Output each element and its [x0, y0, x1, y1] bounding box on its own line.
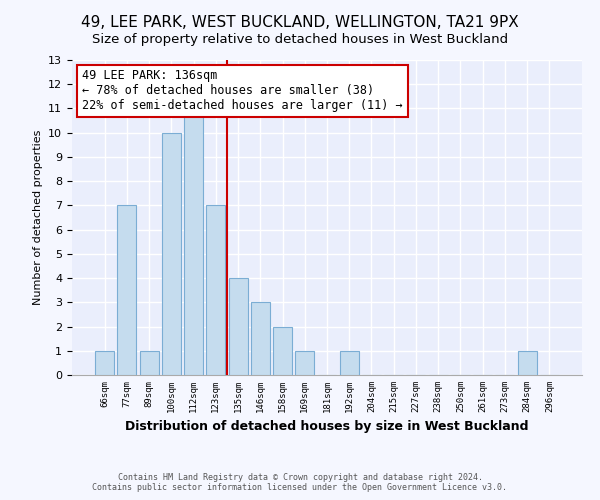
Text: Contains HM Land Registry data © Crown copyright and database right 2024.
Contai: Contains HM Land Registry data © Crown c…: [92, 473, 508, 492]
Y-axis label: Number of detached properties: Number of detached properties: [32, 130, 43, 305]
Bar: [295, 351, 314, 375]
Bar: [251, 302, 270, 375]
Bar: [95, 351, 114, 375]
Bar: [162, 132, 181, 375]
Bar: [229, 278, 248, 375]
Bar: [518, 351, 536, 375]
Text: 49, LEE PARK, WEST BUCKLAND, WELLINGTON, TA21 9PX: 49, LEE PARK, WEST BUCKLAND, WELLINGTON,…: [81, 15, 519, 30]
Bar: [118, 206, 136, 375]
Bar: [140, 351, 158, 375]
X-axis label: Distribution of detached houses by size in West Buckland: Distribution of detached houses by size …: [125, 420, 529, 434]
Bar: [184, 108, 203, 375]
Bar: [206, 206, 225, 375]
Text: 49 LEE PARK: 136sqm
← 78% of detached houses are smaller (38)
22% of semi-detach: 49 LEE PARK: 136sqm ← 78% of detached ho…: [82, 70, 403, 112]
Bar: [340, 351, 359, 375]
Bar: [273, 326, 292, 375]
Text: Size of property relative to detached houses in West Buckland: Size of property relative to detached ho…: [92, 32, 508, 46]
